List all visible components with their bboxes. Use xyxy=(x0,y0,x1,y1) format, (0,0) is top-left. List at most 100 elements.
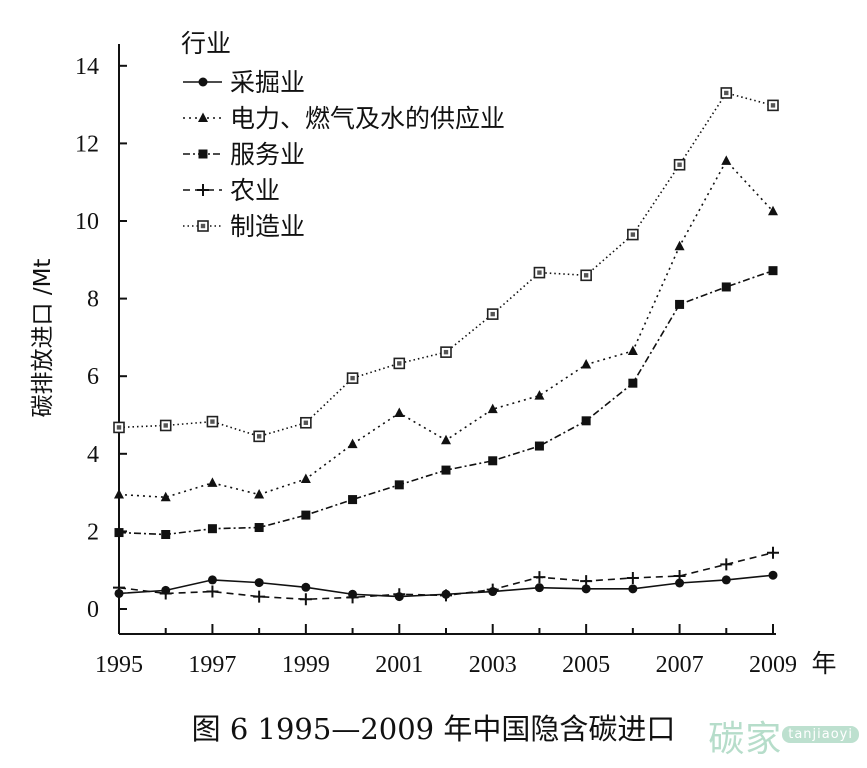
data-point xyxy=(581,359,592,369)
data-point xyxy=(301,582,311,592)
plot-area xyxy=(113,87,779,606)
data-point xyxy=(768,570,778,580)
series-3 xyxy=(114,266,778,540)
data-point xyxy=(206,585,219,598)
data-point xyxy=(161,530,171,540)
legend-marker xyxy=(198,112,208,122)
data-point xyxy=(113,581,125,594)
legend-label: 农业 xyxy=(230,176,280,205)
legend-label: 电力、燃气及水的供应业 xyxy=(230,104,505,133)
data-point xyxy=(114,489,124,499)
legend-entry: 服务业 xyxy=(183,140,305,169)
marker-core xyxy=(443,349,449,355)
x-tick-label: 2007 xyxy=(656,652,704,678)
data-point xyxy=(534,441,544,451)
data-point xyxy=(767,546,779,559)
legend-marker xyxy=(198,149,208,159)
marker-core xyxy=(677,162,682,167)
data-point xyxy=(767,99,779,112)
legend-title: 行业 xyxy=(181,29,231,58)
data-point xyxy=(673,570,686,583)
series-line xyxy=(118,92,774,438)
marker-core xyxy=(163,423,168,428)
watermark-site: tanjiaoyi xyxy=(782,726,859,743)
data-point xyxy=(346,372,359,384)
y-tick-label: 10 xyxy=(75,209,99,235)
marker-core xyxy=(256,434,262,439)
data-point xyxy=(441,465,451,475)
y-tick-label: 8 xyxy=(87,287,99,313)
x-tick-label: 1995 xyxy=(95,652,143,678)
data-point xyxy=(674,240,685,251)
data-point xyxy=(206,415,219,428)
data-point xyxy=(720,558,733,571)
data-point xyxy=(627,228,639,241)
data-point xyxy=(207,477,218,487)
data-point xyxy=(533,571,546,584)
data-point xyxy=(393,357,406,370)
data-point xyxy=(627,345,638,355)
data-point xyxy=(675,578,685,588)
marker-core xyxy=(210,419,215,424)
data-point xyxy=(534,390,545,400)
series-line xyxy=(118,159,774,499)
watermark-logo: 碳家 tanjiaoyi xyxy=(708,710,859,762)
data-point xyxy=(768,205,778,216)
data-point xyxy=(486,583,499,596)
data-point xyxy=(486,308,499,320)
x-axis-unit-label: 年 xyxy=(811,649,836,678)
data-point xyxy=(768,266,778,276)
x-tick-label: 2009 xyxy=(749,652,797,678)
marker-core xyxy=(490,311,495,317)
figure-caption: 图 6 1995—2009 年中国隐含碳进口 xyxy=(191,712,676,746)
data-point xyxy=(346,591,359,604)
data-point xyxy=(675,299,685,309)
data-point xyxy=(254,523,264,533)
series-line xyxy=(118,269,774,536)
data-point xyxy=(721,155,732,165)
marker-core xyxy=(537,270,542,275)
data-point xyxy=(300,416,312,429)
data-point xyxy=(207,575,217,585)
data-point xyxy=(394,480,404,490)
series-4 xyxy=(113,546,779,606)
data-point xyxy=(299,593,312,606)
data-point xyxy=(580,269,592,282)
data-point xyxy=(300,473,311,484)
data-point xyxy=(254,489,265,499)
data-point xyxy=(720,87,733,99)
legend-entry: 采掘业 xyxy=(183,68,305,97)
data-point xyxy=(626,571,639,584)
data-point xyxy=(348,495,358,505)
data-point xyxy=(581,416,591,426)
y-tick-label: 4 xyxy=(87,442,99,468)
x-tick-label: 2005 xyxy=(562,652,610,678)
x-tick-label: 2003 xyxy=(469,652,517,678)
y-tick-label: 0 xyxy=(87,597,99,623)
legend-marker xyxy=(197,184,209,196)
marker-core xyxy=(350,375,355,381)
axes: 0 2 4 6 8 10 12 14 1995 1997 1999 2001 2003 2005 2007 2… xyxy=(30,44,837,678)
data-point xyxy=(393,588,406,601)
data-point xyxy=(628,378,638,388)
marker-core xyxy=(770,103,776,108)
data-point xyxy=(253,590,266,603)
x-tick-label: 1999 xyxy=(282,652,330,678)
data-point xyxy=(441,434,451,445)
data-point xyxy=(533,266,546,279)
legend-label: 服务业 xyxy=(230,140,305,169)
data-point xyxy=(159,419,172,432)
data-point xyxy=(534,583,544,593)
marker-core xyxy=(303,420,309,425)
data-point xyxy=(488,456,498,466)
data-point xyxy=(159,587,172,600)
marker-core xyxy=(200,223,206,229)
data-point xyxy=(253,430,265,443)
x-tick-label: 2001 xyxy=(375,652,423,678)
legend-entry: 电力、燃气及水的供应业 xyxy=(183,104,505,133)
marker-core xyxy=(724,90,729,96)
data-point xyxy=(394,407,405,418)
data-point xyxy=(114,528,124,538)
data-point xyxy=(580,575,593,588)
